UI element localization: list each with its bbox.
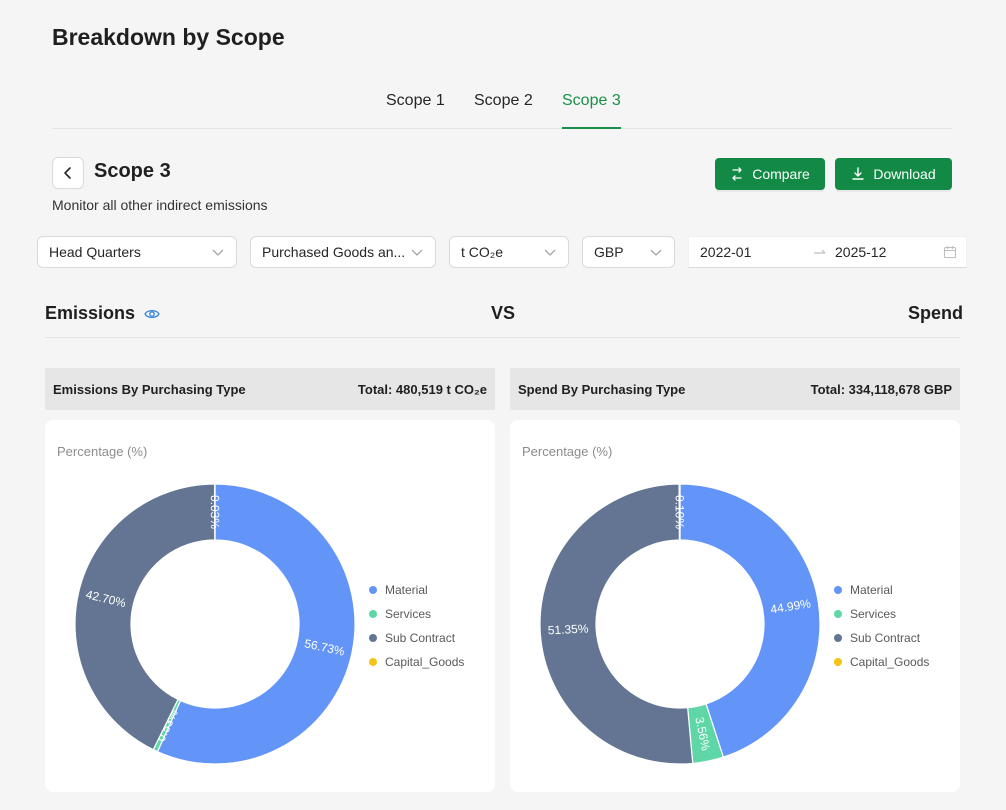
legend-dot xyxy=(834,658,842,666)
category-select-value: Purchased Goods an... xyxy=(262,244,404,260)
donut-slice-sub-contract[interactable] xyxy=(74,483,216,751)
currency-select-value: GBP xyxy=(594,244,624,260)
legend-item[interactable]: Capital_Goods xyxy=(369,650,464,674)
legend-item[interactable]: Services xyxy=(369,602,464,626)
vs-label: VS xyxy=(491,303,516,323)
site-select[interactable]: Head Quarters xyxy=(37,236,237,268)
donut-slice-material[interactable] xyxy=(679,483,821,758)
emissions-axis-label: Percentage (%) xyxy=(57,444,148,459)
tab-scope-2[interactable]: Scope 2 xyxy=(474,92,533,109)
donut-data-label: 51.35% xyxy=(547,621,589,637)
back-button[interactable] xyxy=(52,157,84,189)
emissions-card-title: Emissions By Purchasing Type xyxy=(53,381,246,397)
emissions-chart-card: Percentage (%) 56.73% 0.53% 42.70% 0.03% Ma… xyxy=(45,420,495,792)
arrow-right-icon xyxy=(814,249,826,254)
donut-data-label: 0.10% xyxy=(673,495,687,529)
legend-dot xyxy=(834,586,842,594)
download-icon xyxy=(852,167,865,180)
legend-item[interactable]: Material xyxy=(834,578,929,602)
spend-label: Spend xyxy=(908,303,964,323)
donut-slice-sub-contract[interactable] xyxy=(539,483,694,765)
emissions-card-header: Emissions By Purchasing Type Total: 480,… xyxy=(45,368,495,410)
tab-scope-1[interactable]: Scope 1 xyxy=(386,92,445,109)
chevron-down-icon xyxy=(544,249,556,256)
scope-subtitle: Monitor all other indirect emissions xyxy=(52,197,268,213)
spend-axis-label: Percentage (%) xyxy=(522,444,613,459)
unit-select-value: t CO₂e xyxy=(461,244,503,260)
donut-slice-material[interactable] xyxy=(156,483,356,765)
date-to-input[interactable]: 2025-12 xyxy=(835,244,887,260)
emissions-label: Emissions xyxy=(45,303,136,323)
legend-dot xyxy=(369,586,377,594)
legend-label: Capital_Goods xyxy=(850,655,930,669)
eye-icon[interactable] xyxy=(144,308,160,320)
scope-tabs: Scope 1 Scope 2 Scope 3 xyxy=(52,84,952,129)
donut-data-label: 3.56% xyxy=(692,716,713,752)
spend-chart-card: Percentage (%) 44.99% 3.56% 51.35% 0.10% Ma… xyxy=(510,420,960,792)
scope-title: Scope 3 xyxy=(94,160,171,182)
calendar-icon[interactable] xyxy=(943,245,957,259)
date-from-input[interactable]: 2022-01 xyxy=(700,244,752,260)
emissions-heading: Emissions xyxy=(45,303,160,324)
legend-label: Services xyxy=(850,607,897,621)
legend-dot xyxy=(369,658,377,666)
legend-item[interactable]: Capital_Goods xyxy=(834,650,929,674)
legend-label: Material xyxy=(385,583,428,597)
legend-item[interactable]: Material xyxy=(369,578,464,602)
compare-label: Compare xyxy=(752,166,810,182)
emissions-legend: Material Services Sub Contract Capital_Good… xyxy=(369,578,464,674)
legend-label: Sub Contract xyxy=(385,631,456,645)
legend-label: Material xyxy=(850,583,893,597)
chevron-down-icon xyxy=(411,249,423,256)
legend-label: Capital_Goods xyxy=(385,655,465,669)
legend-dot xyxy=(369,634,377,642)
chevron-down-icon xyxy=(212,249,224,256)
spend-card-title: Spend By Purchasing Type xyxy=(518,381,686,397)
donut-data-label: 44.99% xyxy=(769,596,812,616)
tab-scope-3[interactable]: Scope 3 xyxy=(562,92,621,129)
page-title: Breakdown by Scope xyxy=(52,24,285,50)
compare-icon xyxy=(732,167,742,181)
legend-dot xyxy=(369,610,377,618)
spend-card-header: Spend By Purchasing Type Total: 334,118,… xyxy=(510,368,960,410)
emissions-card-total: Total: 480,519 t CO₂e xyxy=(357,381,487,397)
chevron-left-icon xyxy=(64,167,71,179)
spend-donut-chart: 44.99% 3.56% 51.35% 0.10% xyxy=(539,483,821,765)
download-button[interactable]: Download xyxy=(835,158,952,190)
emissions-donut-chart: 56.73%0.53%42.70%0.03% xyxy=(74,483,356,765)
legend-dot xyxy=(834,634,842,642)
legend-item[interactable]: Sub Contract xyxy=(834,626,929,650)
date-range-picker[interactable]: 2022-01 2025-12 xyxy=(688,236,967,268)
chevron-down-icon xyxy=(650,249,662,256)
download-label: Download xyxy=(873,166,936,182)
compare-button[interactable]: Compare xyxy=(715,158,825,190)
legend-label: Services xyxy=(385,607,432,621)
spend-legend: Material Services Sub Contract Capital_Good… xyxy=(834,578,929,674)
legend-label: Sub Contract xyxy=(850,631,921,645)
unit-select[interactable]: t CO₂e xyxy=(449,236,569,268)
legend-dot xyxy=(834,610,842,618)
currency-select[interactable]: GBP xyxy=(582,236,675,268)
legend-item[interactable]: Services xyxy=(834,602,929,626)
section-divider xyxy=(45,337,960,338)
legend-item[interactable]: Sub Contract xyxy=(369,626,464,650)
site-select-value: Head Quarters xyxy=(49,244,141,260)
donut-data-label: 0.03% xyxy=(208,495,222,529)
category-select[interactable]: Purchased Goods an... xyxy=(250,236,436,268)
donut-slice-capital-goods[interactable] xyxy=(678,483,681,541)
spend-card-total: Total: 334,118,678 GBP xyxy=(810,381,952,397)
